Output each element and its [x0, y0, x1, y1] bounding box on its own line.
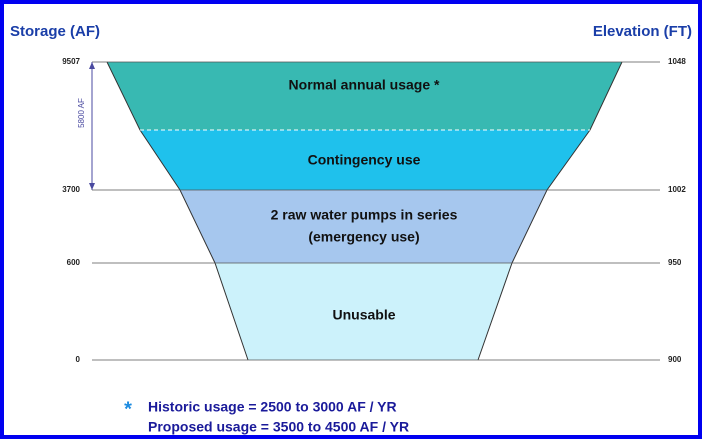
zone-unusable [215, 263, 512, 360]
zone-label: Contingency use [308, 152, 421, 168]
elevation-label: 1048 [668, 57, 686, 66]
footnote-line: Historic usage = 2500 to 3000 AF / YR [148, 399, 397, 415]
span-label: 5800 AF [77, 98, 86, 128]
storage-label: 9507 [62, 57, 80, 66]
span-arrow-top [89, 62, 95, 69]
left-axis-title: Storage (AF) [10, 23, 100, 40]
zone-contingency [140, 130, 590, 190]
storage-label: 3700 [62, 185, 80, 194]
zone-label: Normal annual usage * [289, 77, 440, 93]
zone-normal [107, 62, 622, 130]
footnote-marker: * [124, 398, 132, 420]
elevation-label: 900 [668, 355, 682, 364]
zone-label: 2 raw water pumps in series [271, 207, 458, 223]
storage-label: 0 [76, 355, 81, 364]
storage-label: 600 [67, 258, 81, 267]
right-axis-title: Elevation (FT) [593, 23, 692, 40]
zone-label: Unusable [332, 307, 395, 323]
footnote-line: Proposed usage = 3500 to 4500 AF / YR [148, 419, 409, 435]
span-arrow-bottom [89, 183, 95, 190]
zone-emergency [180, 190, 547, 263]
zone-label: (emergency use) [308, 229, 419, 245]
elevation-label: 1002 [668, 185, 686, 194]
elevation-label: 950 [668, 258, 682, 267]
